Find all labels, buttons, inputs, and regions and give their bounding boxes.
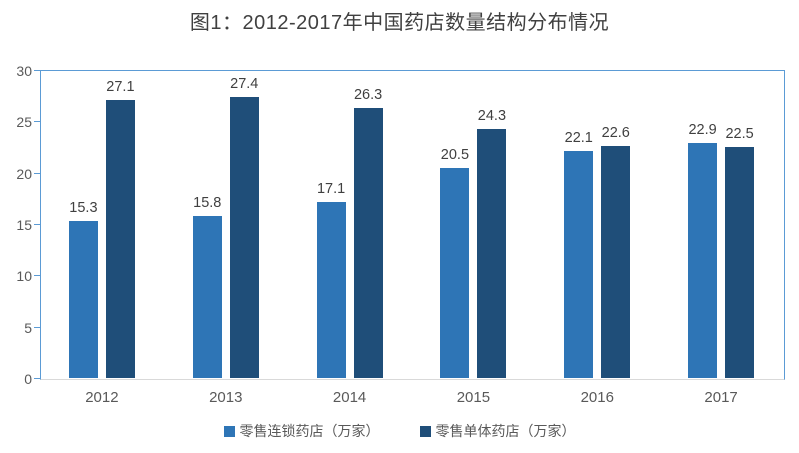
bar-value-label: 27.4 <box>230 75 259 92</box>
bar-value-label: 24.3 <box>477 107 507 124</box>
y-axis-tick <box>34 378 40 379</box>
y-axis-tick-label: 15 <box>16 217 32 233</box>
bar-chain-stores <box>688 142 718 378</box>
y-axis-tick <box>34 70 40 71</box>
bar-chain-stores <box>316 202 346 378</box>
bar-value-label: 22.5 <box>725 126 754 142</box>
bar-single-stores <box>105 99 135 378</box>
y-axis-tick <box>34 172 40 174</box>
x-axis-label: 2012 <box>85 389 119 406</box>
y-axis-tick <box>34 275 40 277</box>
chart-title: 图1：2012-2017年中国药店数量结构分布情况 <box>189 12 610 34</box>
y-axis-tick-label: 30 <box>16 63 32 79</box>
x-axis-label: 2013 <box>209 389 243 406</box>
y-axis-tick <box>34 326 40 328</box>
bar-single-stores <box>601 145 631 378</box>
legend-swatch-icon <box>223 425 235 437</box>
x-axis-label: 2017 <box>704 389 738 406</box>
bar-single-stores <box>229 96 259 378</box>
bar-chain-stores <box>440 167 470 378</box>
y-axis-tick <box>34 121 40 123</box>
bar-value-label: 22.6 <box>601 124 630 141</box>
legend-label: 零售连锁药店（万家） <box>239 423 380 439</box>
bar-value-label: 17.1 <box>316 181 346 198</box>
y-axis-tick-label: 0 <box>24 371 32 387</box>
legend-swatch-icon <box>419 425 431 437</box>
x-axis-label: 2014 <box>332 389 367 406</box>
legend: 零售连锁药店（万家） 零售单体药店（万家） <box>0 421 799 441</box>
bar-chain-stores <box>68 220 98 378</box>
bar-value-label: 26.3 <box>353 86 383 103</box>
bar-value-label: 15.8 <box>193 194 222 211</box>
y-axis-tick-label: 10 <box>16 268 32 285</box>
bar-value-label: 22.1 <box>564 130 593 147</box>
bar-chain-stores <box>192 215 222 378</box>
bar-single-stores <box>477 128 507 378</box>
legend-item-single-stores: 零售单体药店（万家） <box>419 421 576 441</box>
y-axis-tick-label: 5 <box>24 319 32 336</box>
y-axis-tick-label: 25 <box>16 114 32 131</box>
bar-single-stores <box>725 147 755 378</box>
y-axis-tick-label: 20 <box>16 165 32 182</box>
x-axis-label: 2015 <box>456 389 491 406</box>
bar-value-label: 27.1 <box>106 78 135 95</box>
legend-label: 零售单体药店（万家） <box>435 423 576 439</box>
plot-area <box>40 70 785 380</box>
bar-value-label: 22.9 <box>688 121 717 138</box>
legend-item-chain-stores: 零售连锁药店（万家） <box>223 421 380 441</box>
x-axis-label: 2016 <box>580 389 614 406</box>
y-axis-tick <box>34 224 40 225</box>
bar-single-stores <box>353 107 383 378</box>
bar-value-label: 20.5 <box>440 146 470 163</box>
bar-value-label: 15.3 <box>69 199 98 216</box>
bar-chain-stores <box>564 151 594 378</box>
